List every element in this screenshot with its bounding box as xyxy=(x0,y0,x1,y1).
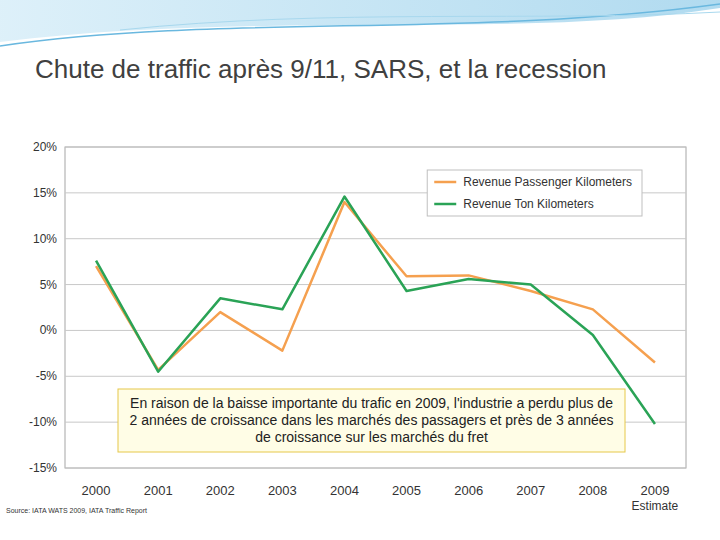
y-tick-label: 20% xyxy=(33,140,57,154)
legend-label: Revenue Passenger Kilometers xyxy=(463,175,632,189)
grid-line xyxy=(65,376,686,377)
y-tick-label: 10% xyxy=(33,232,57,246)
header-decoration xyxy=(0,0,720,46)
text-line: Chute de traffic après 9/11, SARS, et la… xyxy=(35,54,606,84)
chart-svg: Chute de traffic après 9/11, SARS, et la… xyxy=(0,0,720,540)
y-tick-label: 5% xyxy=(40,278,58,292)
swoosh-line xyxy=(0,4,720,46)
source-note: Source: IATA WATS 2009, IATA Traffic Rep… xyxy=(6,507,147,515)
x-tick-label: 2009 xyxy=(640,483,669,498)
x-tick-label: 2004 xyxy=(330,483,359,498)
legend-swatch xyxy=(434,181,456,184)
chart-title: Chute de traffic après 9/11, SARS, et la… xyxy=(35,54,606,84)
swoosh-line xyxy=(120,12,720,30)
text-line: 2 années de croissance dans les marchés … xyxy=(129,412,613,428)
y-tick-label: -15% xyxy=(29,461,57,475)
x-tick-label: 2003 xyxy=(268,483,297,498)
text-line: de croissance sur les marchés du fret xyxy=(255,429,488,445)
series-line xyxy=(96,197,655,424)
annotation-box xyxy=(118,389,625,452)
x-tick-label: 2008 xyxy=(578,483,607,498)
grid-line xyxy=(65,147,686,148)
y-axis: -15% -10% -5% 0% 5% 10% 15% 20% xyxy=(29,140,686,475)
x-axis: 2000 2001 2002 2003 2004 2005 2006 2007 2008 2009 xyxy=(82,483,670,498)
x-tick-label: 2002 xyxy=(206,483,235,498)
page: {"chart_data": { "type": "line", "title"… xyxy=(0,0,720,540)
x-tick-label: 2000 xyxy=(82,483,111,498)
legend-label: Revenue Ton Kilometers xyxy=(463,197,594,211)
legend-box xyxy=(427,170,642,216)
grid-line xyxy=(65,284,686,285)
x-tick-label: 2006 xyxy=(454,483,483,498)
axis-note: Estimate xyxy=(632,499,679,513)
swoosh-fill xyxy=(0,0,720,42)
text-line: En raison de la baisse importante du tra… xyxy=(130,395,613,411)
x-tick-label: 2001 xyxy=(144,483,173,498)
legend-swatch xyxy=(434,203,456,206)
legend: Revenue Passenger Kilometers Revenue Ton … xyxy=(427,170,642,216)
x-tick-label: 2005 xyxy=(392,483,421,498)
annotation-text: En raison de la baisse importante du tra… xyxy=(129,395,613,445)
y-tick-label: -5% xyxy=(36,369,58,383)
y-tick-label: -10% xyxy=(29,415,57,429)
x-tick-label: 2007 xyxy=(516,483,545,498)
annotations: En raison de la baisse importante du tra… xyxy=(118,389,679,513)
series-lines xyxy=(96,197,655,424)
y-tick-label: 0% xyxy=(40,323,58,337)
plot-area xyxy=(65,147,686,468)
grid-line xyxy=(65,468,686,469)
y-tick-label: 15% xyxy=(33,186,57,200)
grid-line xyxy=(65,330,686,331)
